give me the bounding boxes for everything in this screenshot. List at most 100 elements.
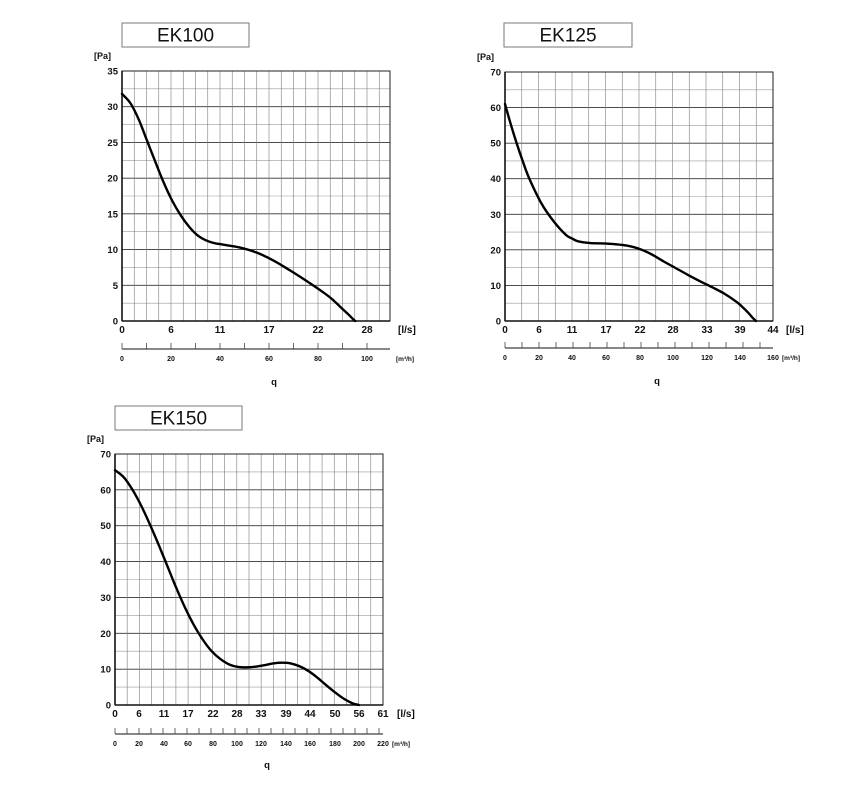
y-tick-label: 60 [100, 485, 111, 496]
y-tick-label: 0 [113, 317, 118, 328]
secondary-tick-label: 20 [535, 355, 543, 362]
y-tick-label: 20 [100, 629, 111, 640]
y-tick-label: 35 [107, 67, 118, 78]
x-tick-label: 17 [182, 709, 194, 720]
x-tick-label: 6 [536, 325, 542, 336]
y-axis-unit: [Pa] [87, 434, 104, 444]
y-axis-unit: [Pa] [477, 52, 494, 62]
secondary-x-axis: 0 20 40 60 80 100 120 140 160 180 200 220 [m³/h] [113, 728, 410, 748]
secondary-tick-label: 100 [361, 356, 373, 363]
x-axis-unit: [l/s] [398, 325, 416, 336]
secondary-tick-label: 80 [209, 741, 217, 748]
x-axis-unit: [l/s] [397, 709, 415, 720]
secondary-tick-label: 140 [734, 355, 746, 362]
y-tick-label: 25 [107, 138, 118, 149]
y-tick-label: 20 [107, 174, 118, 185]
secondary-tick-label: 200 [353, 741, 365, 748]
secondary-tick-label: 60 [184, 741, 192, 748]
secondary-x-axis: 0 20 40 60 80 100 [m³/h] [120, 343, 414, 363]
secondary-axis-unit: [m³/h] [782, 355, 800, 362]
x-tick-label: 0 [502, 325, 508, 336]
y-tick-label: 60 [490, 103, 501, 114]
x-tick-label: 17 [263, 325, 275, 336]
y-tick-label: 5 [113, 281, 119, 292]
chart-title: EK100 [157, 26, 214, 47]
y-tick-label: 10 [107, 245, 118, 256]
x-tick-label: 22 [634, 325, 646, 336]
x-tick-label: 22 [207, 709, 219, 720]
y-tick-label: 50 [490, 139, 501, 150]
chart-title: EK150 [150, 409, 207, 430]
x-tick-label: 39 [280, 709, 292, 720]
y-tick-label: 10 [100, 665, 111, 676]
secondary-tick-label: 120 [701, 355, 713, 362]
x-axis-title: q [264, 760, 270, 771]
x-tick-label: 39 [734, 325, 746, 336]
x-tick-label: 11 [159, 709, 170, 720]
secondary-tick-label: 0 [113, 741, 117, 748]
y-tick-label: 15 [107, 209, 118, 220]
x-tick-label: 33 [701, 325, 713, 336]
x-axis-unit: [l/s] [786, 325, 804, 336]
secondary-tick-label: 0 [503, 355, 507, 362]
fan-curve-line [120, 92, 357, 323]
x-tick-label: 28 [667, 325, 679, 336]
secondary-tick-label: 160 [767, 355, 779, 362]
secondary-tick-label: 20 [135, 741, 143, 748]
x-tick-label: 56 [353, 709, 365, 720]
x-tick-label: 33 [255, 709, 267, 720]
chart-title-box [114, 405, 243, 431]
secondary-tick-label: 60 [265, 356, 273, 363]
secondary-tick-label: 100 [667, 355, 679, 362]
y-tick-label: 30 [490, 210, 501, 221]
secondary-tick-label: 220 [377, 741, 389, 748]
y-tick-label: 0 [496, 317, 501, 328]
secondary-tick-label: 100 [231, 741, 243, 748]
x-tick-label: 6 [136, 709, 142, 720]
y-tick-label: 10 [490, 281, 501, 292]
x-tick-label: 44 [767, 325, 779, 336]
secondary-tick-label: 160 [304, 741, 316, 748]
secondary-tick-label: 40 [160, 741, 168, 748]
secondary-tick-label: 20 [167, 356, 175, 363]
secondary-tick-label: 40 [216, 356, 224, 363]
y-axis-unit: [Pa] [94, 51, 111, 61]
x-axis-title: q [271, 377, 277, 388]
x-tick-label: 61 [377, 709, 389, 720]
y-tick-label: 20 [490, 245, 501, 256]
x-tick-label: 6 [168, 325, 174, 336]
secondary-tick-label: 40 [568, 355, 576, 362]
fan-curve-line [113, 468, 361, 707]
chart-ek125: EK125 [Pa] 0 10 20 30 40 50 60 70 0 6 11 17 22 28 33 39 44… [477, 22, 804, 387]
x-tick-label: 44 [304, 709, 316, 720]
y-tick-label: 40 [490, 174, 501, 185]
secondary-axis-unit: [m³/h] [396, 356, 414, 363]
x-tick-label: 22 [312, 325, 324, 336]
secondary-tick-label: 80 [636, 355, 644, 362]
x-tick-label: 11 [215, 325, 226, 336]
y-tick-label: 30 [100, 593, 111, 604]
chart-title: EK125 [539, 26, 596, 47]
x-tick-label: 0 [119, 325, 125, 336]
secondary-tick-label: 180 [329, 741, 341, 748]
y-tick-label: 70 [490, 68, 501, 79]
secondary-tick-label: 140 [280, 741, 292, 748]
x-tick-label: 28 [231, 709, 243, 720]
x-tick-label: 50 [329, 709, 341, 720]
secondary-tick-label: 80 [314, 356, 322, 363]
x-tick-label: 0 [112, 709, 118, 720]
y-tick-label: 0 [106, 701, 111, 712]
secondary-axis-unit: [m³/h] [392, 741, 410, 748]
x-tick-label: 28 [361, 325, 373, 336]
chart-ek150: EK150 [Pa] 0 10 20 30 40 50 60 70 0 6 11 17 22 28 33 39 44… [87, 405, 415, 771]
y-tick-label: 40 [100, 557, 111, 568]
y-tick-label: 70 [100, 450, 111, 461]
fan-curve-line [503, 102, 758, 323]
secondary-tick-label: 120 [255, 741, 267, 748]
secondary-tick-label: 0 [120, 356, 124, 363]
secondary-tick-label: 60 [602, 355, 610, 362]
y-tick-label: 50 [100, 521, 111, 532]
chart-title-box [121, 22, 250, 48]
x-tick-label: 17 [600, 325, 612, 336]
